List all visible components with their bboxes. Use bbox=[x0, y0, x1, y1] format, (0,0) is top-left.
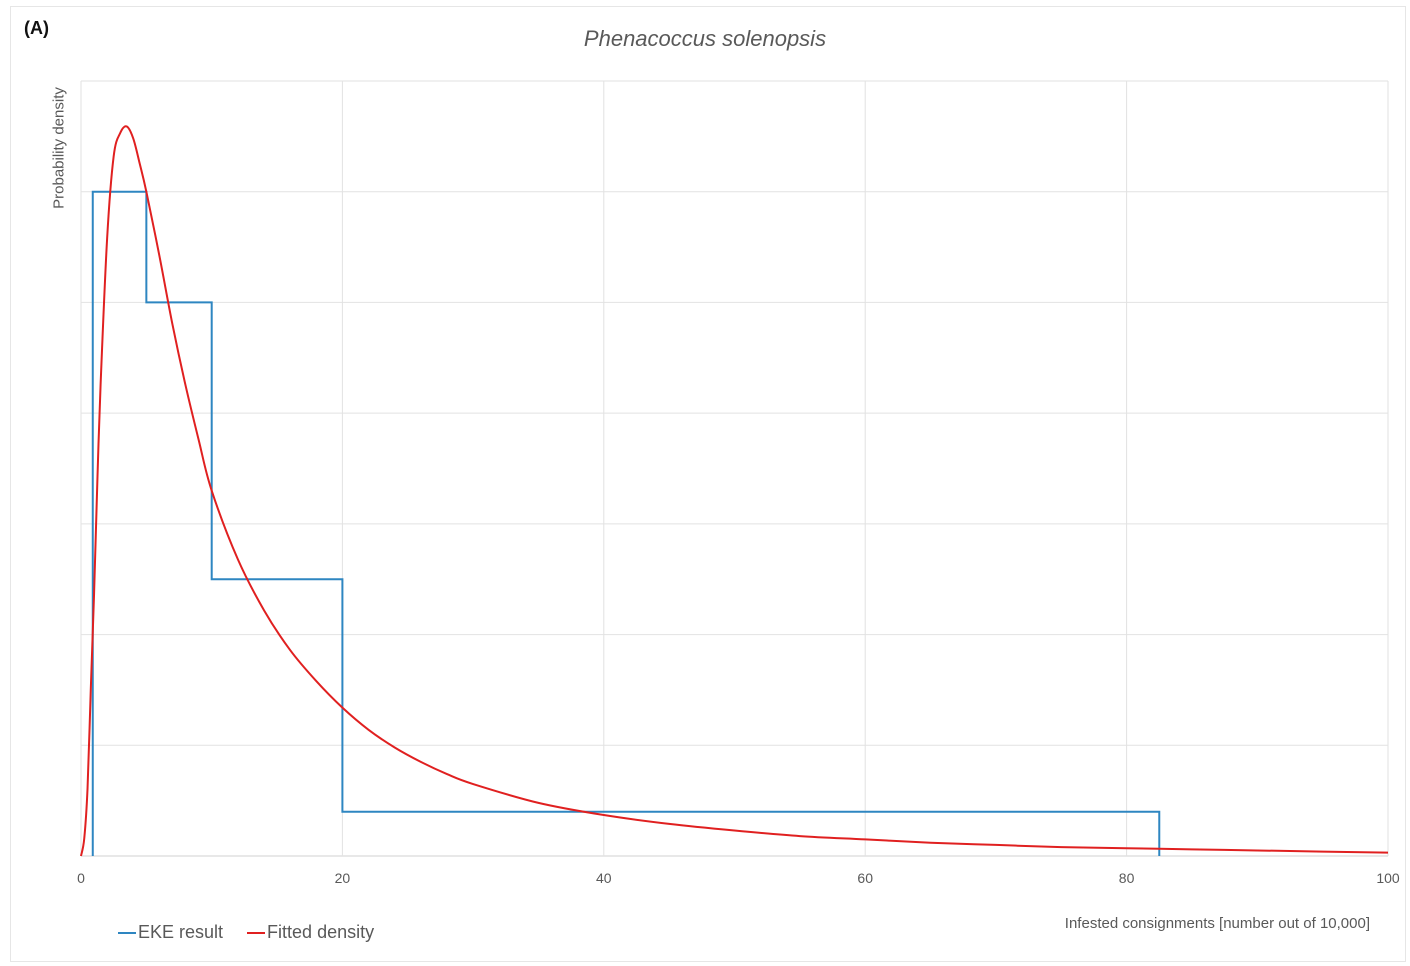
legend-swatch-eke bbox=[118, 931, 136, 934]
series-fitted-density bbox=[80, 125, 1389, 857]
series-layer bbox=[80, 125, 1389, 857]
x-tick-labels: 0 20 40 60 80 100 bbox=[77, 870, 1400, 886]
x-tick-label: 100 bbox=[1376, 870, 1400, 886]
legend-swatch-fitted bbox=[247, 931, 266, 934]
chart-title: Phenacoccus solenopsis bbox=[583, 26, 827, 51]
legend-label-fitted: Fitted density bbox=[267, 922, 375, 942]
panel-label: (A) bbox=[24, 18, 49, 38]
grid-lines bbox=[80, 80, 1389, 857]
x-tick-label: 20 bbox=[335, 870, 351, 886]
x-tick-label: 40 bbox=[596, 870, 612, 886]
chart-frame bbox=[10, 6, 1406, 962]
x-tick-label: 60 bbox=[857, 870, 873, 886]
legend-item-fitted: Fitted density bbox=[247, 922, 374, 943]
legend-item-eke: EKE result bbox=[118, 922, 223, 943]
x-tick-label: 0 bbox=[77, 870, 85, 886]
legend: EKE result Fitted density bbox=[118, 922, 374, 943]
x-axis-label: Infested consignments [number out of 10,… bbox=[1064, 915, 1370, 932]
x-tick-label: 80 bbox=[1119, 870, 1135, 886]
series-eke-result bbox=[91, 190, 1161, 856]
legend-label-eke: EKE result bbox=[138, 922, 224, 942]
